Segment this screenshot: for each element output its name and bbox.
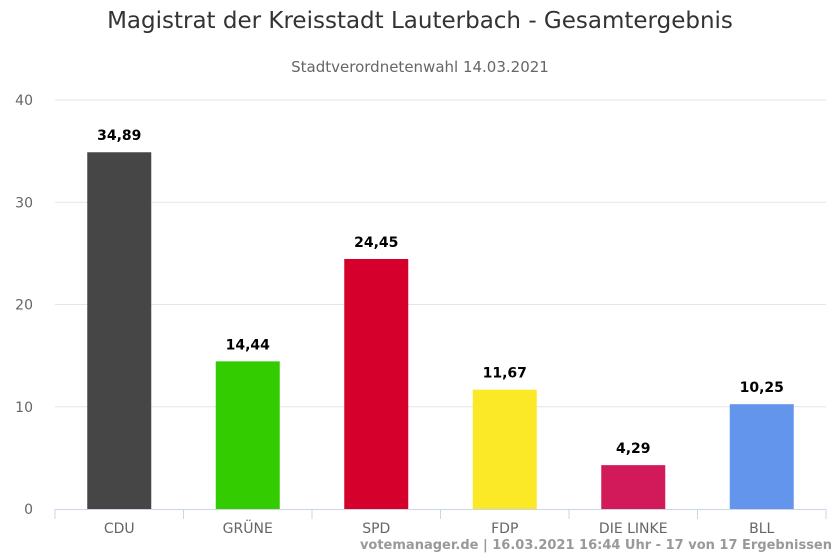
bar-bll[interactable] <box>729 404 794 509</box>
x-tick-label: SPD <box>362 521 390 537</box>
axes: 0 10 20 30 40 CDU GRÜNE SPD FDP DIE LINKE BLL <box>15 93 827 537</box>
chart-subtitle: Stadtverordnetenwahl 14.03.2021 <box>291 58 549 76</box>
chart-title: Magistrat der Kreisstadt Lauterbach - Ge… <box>107 8 733 34</box>
data-label: 14,44 <box>226 337 271 353</box>
data-label: 10,25 <box>740 380 784 396</box>
bar-fdp[interactable] <box>472 389 537 509</box>
bar-cdu[interactable] <box>87 152 152 509</box>
x-tick-label: DIE LINKE <box>599 521 668 537</box>
x-tick-label: FDP <box>491 521 518 537</box>
bars <box>87 152 794 509</box>
y-tick-label: 10 <box>15 400 33 416</box>
y-tick-label: 40 <box>15 93 33 109</box>
x-tick-label: CDU <box>104 521 135 537</box>
y-tick-label: 0 <box>24 502 33 518</box>
x-tick-label: BLL <box>749 521 774 537</box>
y-tick-label: 20 <box>15 298 33 314</box>
bar-die-linke[interactable] <box>601 465 666 509</box>
data-label: 11,67 <box>483 366 527 382</box>
credits-link[interactable]: votemanager.de | 16.03.2021 16:44 Uhr - … <box>359 538 832 553</box>
data-label: 24,45 <box>354 235 398 251</box>
y-tick-label: 30 <box>15 195 33 211</box>
data-label: 34,89 <box>97 128 141 144</box>
bar-spd[interactable] <box>344 258 409 509</box>
data-labels: 34,89 14,44 24,45 11,67 4,29 10,25 <box>97 128 784 457</box>
grid-lines <box>55 99 826 408</box>
x-tick-label: GRÜNE <box>223 519 273 537</box>
data-label: 4,29 <box>616 441 651 457</box>
bar-grüne[interactable] <box>215 361 280 509</box>
